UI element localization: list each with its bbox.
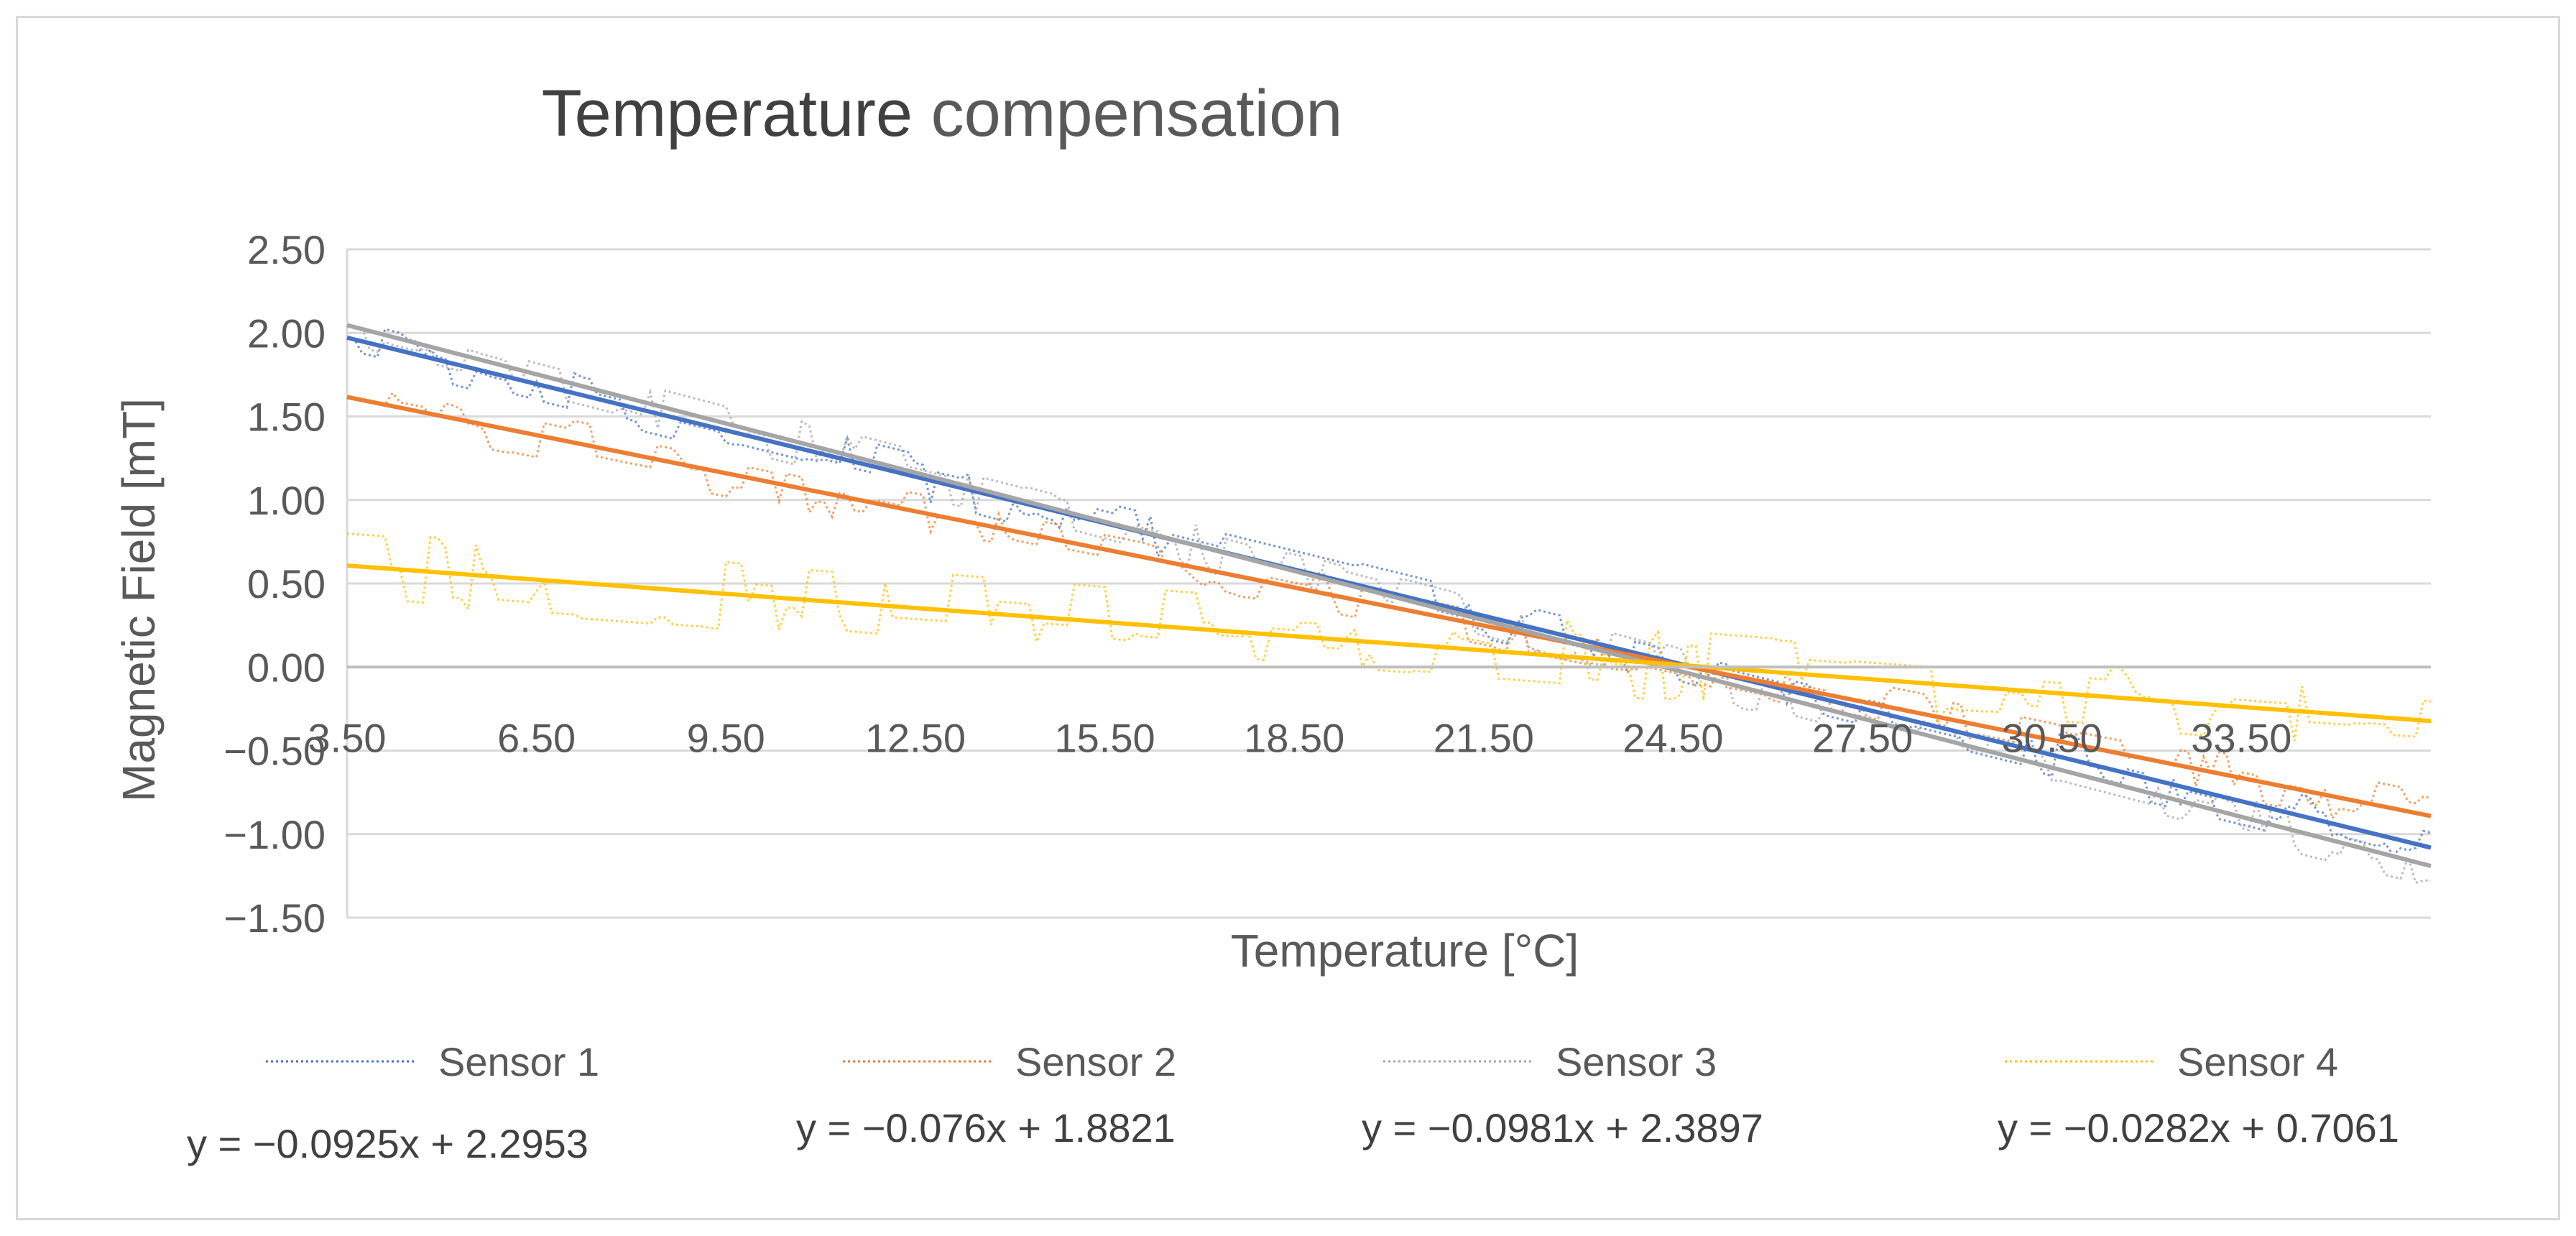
- trendlines: [346, 323, 2432, 869]
- legend-label: Sensor 1: [438, 1039, 599, 1084]
- y-tick-label: 2.00: [247, 310, 326, 356]
- legend-item-sensor-2: Sensor 2: [843, 1039, 1176, 1084]
- data-series: [346, 324, 2432, 885]
- x-tick-label: 24.50: [1622, 715, 1723, 760]
- y-tick-label: −1.00: [223, 812, 326, 857]
- x-tick-label: 18.50: [1244, 715, 1344, 760]
- chart-title-part-2: compensation: [913, 77, 1342, 150]
- trendline-equations: y = −0.0925x + 2.2953 y = −0.076x + 1.882…: [187, 1105, 2399, 1166]
- temperature-compensation-chart: Temperature compensation 2.50 2.00 1.50 1.0…: [113, 77, 2432, 1166]
- y-tick-label: 2.50: [247, 227, 326, 272]
- series-sensor-1-data: [346, 328, 2432, 857]
- trendline-sensor-3: [346, 323, 2432, 869]
- legend-item-sensor-3: Sensor 3: [1383, 1039, 1717, 1084]
- x-tick-label: 30.50: [2002, 715, 2102, 760]
- y-tick-label: −0.50: [223, 729, 326, 774]
- series-sensor-3-data: [346, 324, 2432, 885]
- y-tick-label: 1.00: [247, 478, 326, 523]
- x-tick-label: 33.50: [2191, 715, 2291, 760]
- y-axis-tick-labels: 2.50 2.00 1.50 1.00 0.50 0.00 −0.50 −1.00 −1.50: [223, 227, 326, 941]
- chart-title: Temperature compensation: [542, 77, 1343, 150]
- x-tick-label: 9.50: [687, 715, 765, 760]
- legend-item-sensor-1: Sensor 1: [266, 1039, 599, 1084]
- legend-item-sensor-4: Sensor 4: [2005, 1039, 2338, 1084]
- trendline-sensor-2: [346, 395, 2432, 818]
- x-tick-label: 21.50: [1434, 715, 1534, 760]
- series-sensor-4-data: [346, 532, 2432, 742]
- x-tick-label: 15.50: [1054, 715, 1155, 760]
- trendline-equation-sensor-4: y = −0.0282x + 0.7061: [1998, 1105, 2399, 1150]
- gridlines: [346, 248, 2431, 919]
- trendline-equation-sensor-1: y = −0.0925x + 2.2953: [187, 1121, 588, 1166]
- trendline-equation-sensor-3: y = −0.0981x + 2.3897: [1362, 1105, 1763, 1150]
- y-tick-label: 0.00: [247, 645, 326, 690]
- legend: Sensor 1 Sensor 2 Sensor 3 Sensor 4: [266, 1039, 2338, 1084]
- y-tick-label: 0.50: [247, 561, 326, 607]
- y-axis-label: Magnetic Field [mT]: [113, 398, 165, 802]
- y-tick-label: 1.50: [247, 395, 326, 440]
- x-axis-label: Temperature [°C]: [1231, 925, 1579, 977]
- x-tick-label: 3.50: [308, 715, 387, 760]
- trendline-sensor-4: [346, 563, 2432, 724]
- chart-title-part-1: Temperature: [542, 77, 913, 150]
- x-tick-label: 27.50: [1812, 715, 1913, 760]
- trendline-sensor-1: [346, 335, 2432, 850]
- legend-label: Sensor 2: [1015, 1039, 1176, 1084]
- legend-label: Sensor 3: [1556, 1039, 1717, 1084]
- x-axis-tick-labels: 3.50 6.50 9.50 12.50 15.50 18.50 21.50 24.50 27.…: [308, 715, 2292, 760]
- x-tick-label: 12.50: [865, 715, 966, 760]
- trendline-equation-sensor-2: y = −0.076x + 1.8821: [796, 1105, 1176, 1150]
- x-tick-label: 6.50: [497, 715, 576, 760]
- chart-frame: Temperature compensation 2.50 2.00 1.50 1.0…: [16, 16, 2560, 1220]
- y-tick-label: −1.50: [223, 895, 326, 941]
- legend-label: Sensor 4: [2177, 1039, 2338, 1084]
